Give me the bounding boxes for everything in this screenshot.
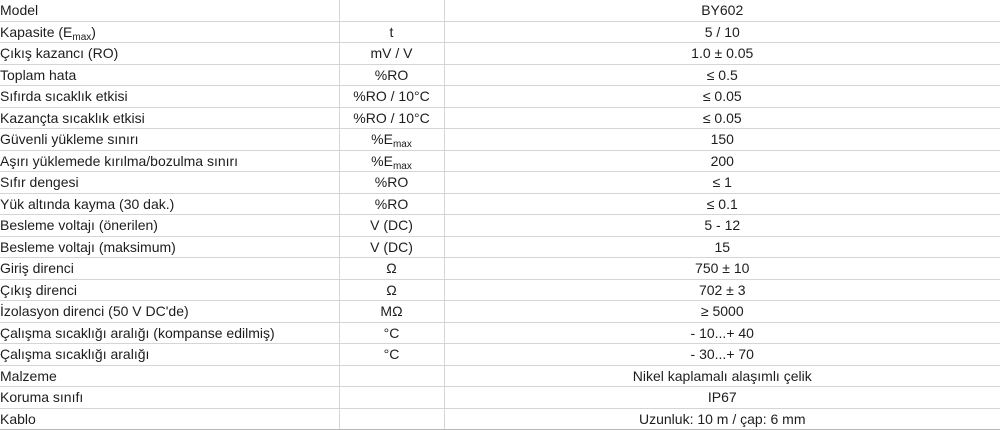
param-unit: mV / V xyxy=(338,42,445,65)
param-name: Çıkış direnci xyxy=(0,279,339,301)
param-value: Uzunluk: 10 m / çap: 6 mm xyxy=(444,408,1000,430)
param-unit: %Emax xyxy=(338,150,445,172)
param-value: 750 ± 10 xyxy=(444,257,1000,280)
param-unit: %Emax xyxy=(338,128,445,151)
param-unit-text: %E xyxy=(371,131,393,148)
param-value: BY602 xyxy=(444,0,1000,22)
param-name: Model xyxy=(0,0,339,22)
param-name: Besleme voltajı (maksimum) xyxy=(0,236,339,258)
param-unit: V (DC) xyxy=(338,214,445,237)
param-unit: t xyxy=(338,21,445,43)
param-name: Kapasite (Emax) xyxy=(0,21,339,43)
table-row: Çıkış kazancı (RO) mV / V 1.0 ± 0.05 xyxy=(0,42,1000,65)
table-row: Çalışma sıcaklığı aralığı °C - 30...+ 70 xyxy=(0,343,1000,366)
param-value: ≤ 0.1 xyxy=(444,193,1000,215)
param-unit: MΩ xyxy=(338,300,445,323)
param-value: ≤ 0.5 xyxy=(444,64,1000,86)
param-value: 5 / 10 xyxy=(444,21,1000,43)
param-value: 200 xyxy=(444,150,1000,172)
table-row: Malzeme Nikel kaplamalı alaşımlı çelik xyxy=(0,365,1000,387)
param-unit: °C xyxy=(338,343,445,366)
table-row: Toplam hata %RO ≤ 0.5 xyxy=(0,64,1000,86)
table-row: Güvenli yükleme sınırı %Emax 150 xyxy=(0,128,1000,151)
param-name: Çıkış kazancı (RO) xyxy=(0,42,339,65)
param-unit xyxy=(338,365,445,387)
param-unit: %RO / 10°C xyxy=(338,107,445,129)
param-name: Giriş direnci xyxy=(0,257,339,280)
param-name: Kablo xyxy=(0,408,339,430)
param-name: Yük altında kayma (30 dak.) xyxy=(0,193,339,215)
param-name: Koruma sınıfı xyxy=(0,386,339,409)
param-unit: Ω xyxy=(338,257,445,280)
table-row: Sıfır dengesi %RO ≤ 1 xyxy=(0,171,1000,194)
param-name: Malzeme xyxy=(0,365,339,387)
param-value: 150 xyxy=(444,128,1000,151)
table-row: Aşırı yüklemede kırılma/bozulma sınırı %… xyxy=(0,150,1000,172)
table-row: Model BY602 xyxy=(0,0,1000,22)
param-unit: %RO / 10°C xyxy=(338,85,445,108)
param-name: Sıfır dengesi xyxy=(0,171,339,194)
param-value: ≤ 0.05 xyxy=(444,85,1000,108)
table-row: Yük altında kayma (30 dak.) %RO ≤ 0.1 xyxy=(0,193,1000,215)
param-value: Nikel kaplamalı alaşımlı çelik xyxy=(444,365,1000,387)
table-row: Giriş direnci Ω 750 ± 10 xyxy=(0,257,1000,280)
table-row: Kazançta sıcaklık etkisi %RO / 10°C ≤ 0.… xyxy=(0,107,1000,129)
param-value: 1.0 ± 0.05 xyxy=(444,42,1000,65)
param-value: 702 ± 3 xyxy=(444,279,1000,301)
param-name: İzolasyon direnci (50 V DC'de) xyxy=(0,300,339,323)
subscript-text: max xyxy=(392,160,412,172)
param-name: Güvenli yükleme sınırı xyxy=(0,128,339,151)
param-name: Besleme voltajı (önerilen) xyxy=(0,214,339,237)
subscript-text: max xyxy=(392,139,412,150)
param-unit: V (DC) xyxy=(338,236,445,258)
param-unit: °C xyxy=(338,322,445,344)
table-row: Sıfırda sıcaklık etkisi %RO / 10°C ≤ 0.0… xyxy=(0,85,1000,108)
param-unit: %RO xyxy=(338,171,445,194)
param-unit-text: %E xyxy=(371,152,393,169)
param-value: 15 xyxy=(444,236,1000,258)
param-value: 5 - 12 xyxy=(444,214,1000,237)
param-unit: %RO xyxy=(338,64,445,86)
table-row: Kapasite (Emax) t 5 / 10 xyxy=(0,21,1000,43)
param-name: Aşırı yüklemede kırılma/bozulma sınırı xyxy=(0,150,339,172)
table-row: Çıkış direnci Ω 702 ± 3 xyxy=(0,279,1000,301)
param-unit xyxy=(338,386,445,409)
table-row: Çalışma sıcaklığı aralığı (kompanse edil… xyxy=(0,322,1000,344)
param-value: ≥ 5000 xyxy=(444,300,1000,323)
param-value: ≤ 1 xyxy=(444,171,1000,194)
table-row: Besleme voltajı (önerilen) V (DC) 5 - 12 xyxy=(0,214,1000,237)
param-name: Sıfırda sıcaklık etkisi xyxy=(0,85,339,108)
table-row: Besleme voltajı (maksimum) V (DC) 15 xyxy=(0,236,1000,258)
param-name-text: Kapasite (E xyxy=(0,23,73,40)
table-row: İzolasyon direnci (50 V DC'de) MΩ ≥ 5000 xyxy=(0,300,1000,323)
param-unit xyxy=(338,0,445,22)
param-value: - 30...+ 70 xyxy=(444,343,1000,366)
table-row: Koruma sınıfı IP67 xyxy=(0,386,1000,409)
param-value: - 10...+ 40 xyxy=(444,322,1000,344)
param-name: Çalışma sıcaklığı aralığı xyxy=(0,343,339,366)
param-value: IP67 xyxy=(444,386,1000,409)
param-name-text: ) xyxy=(91,23,96,40)
param-name: Çalışma sıcaklığı aralığı (kompanse edil… xyxy=(0,322,339,344)
param-unit: Ω xyxy=(338,279,445,301)
table-row: Kablo Uzunluk: 10 m / çap: 6 mm xyxy=(0,408,1000,430)
param-unit: %RO xyxy=(338,193,445,215)
param-unit xyxy=(338,408,445,430)
param-name: Toplam hata xyxy=(0,64,339,86)
param-value: ≤ 0.05 xyxy=(444,107,1000,129)
param-name: Kazançta sıcaklık etkisi xyxy=(0,107,339,129)
subscript-text: max xyxy=(72,31,92,43)
